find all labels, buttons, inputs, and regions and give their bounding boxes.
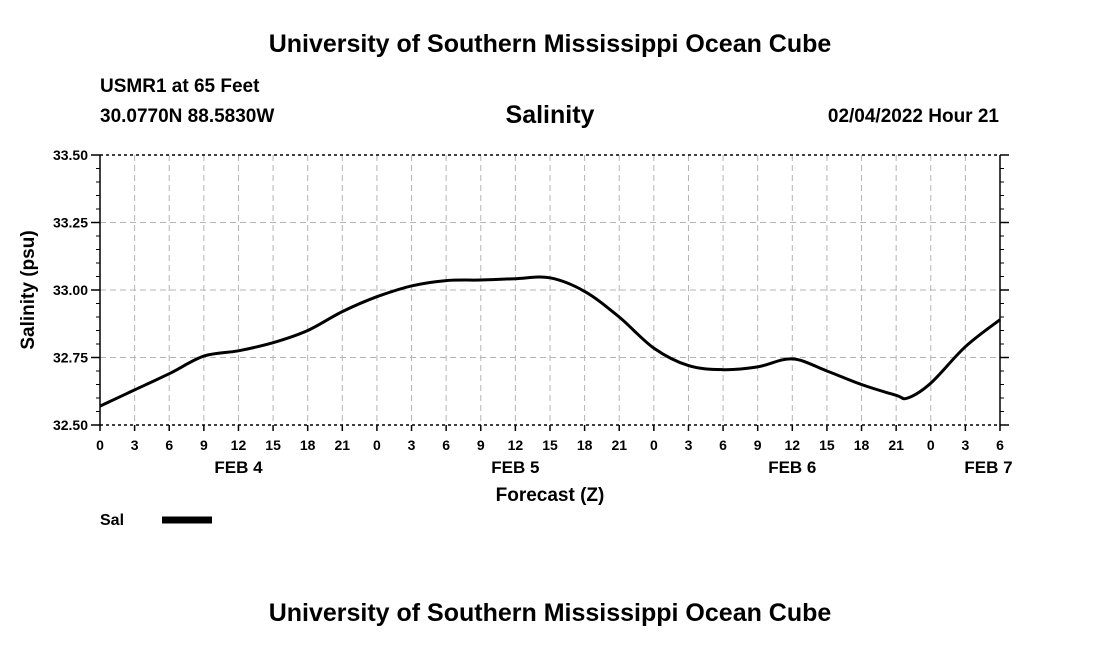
y-tick-label: 33.25 bbox=[53, 215, 88, 231]
legend-label: Sal bbox=[100, 512, 124, 529]
x-tick-label: 6 bbox=[165, 437, 173, 453]
x-tick-label: 21 bbox=[888, 437, 904, 453]
x-axis-label: Forecast (Z) bbox=[496, 485, 605, 506]
x-tick-label: 3 bbox=[685, 437, 693, 453]
x-tick-label: 21 bbox=[611, 437, 627, 453]
chart-title: Salinity bbox=[505, 101, 595, 129]
station-coordinates: 30.0770N 88.5830W bbox=[100, 106, 275, 127]
station-label: USMR1 at 65 Feet bbox=[100, 76, 260, 97]
x-tick-label: 18 bbox=[577, 437, 593, 453]
x-tick-label: 6 bbox=[442, 437, 450, 453]
x-tick-label: 9 bbox=[477, 437, 485, 453]
y-axis-label: Salinity (psu) bbox=[18, 230, 39, 349]
y-tick-label: 33.50 bbox=[53, 147, 88, 163]
x-tick-label: 15 bbox=[819, 437, 835, 453]
day-label: FEB 7 bbox=[964, 458, 1012, 477]
day-label: FEB 4 bbox=[214, 458, 263, 477]
x-tick-label: 15 bbox=[542, 437, 558, 453]
x-tick-label: 0 bbox=[650, 437, 658, 453]
y-tick-label: 32.75 bbox=[53, 350, 88, 366]
day-label: FEB 6 bbox=[768, 458, 816, 477]
x-tick-label: 12 bbox=[231, 437, 247, 453]
x-tick-label: 9 bbox=[754, 437, 762, 453]
x-tick-label: 15 bbox=[265, 437, 281, 453]
x-tick-label: 0 bbox=[96, 437, 104, 453]
y-tick-label: 33.00 bbox=[53, 282, 88, 298]
x-tick-label: 3 bbox=[961, 437, 969, 453]
footer-title: University of Southern Mississippi Ocean… bbox=[268, 599, 832, 627]
x-tick-label: 6 bbox=[996, 437, 1004, 453]
x-tick-label: 6 bbox=[719, 437, 727, 453]
x-tick-label: 3 bbox=[408, 437, 416, 453]
x-tick-label: 18 bbox=[300, 437, 316, 453]
x-tick-label: 0 bbox=[373, 437, 381, 453]
forecast-datestamp: 02/04/2022 Hour 21 bbox=[827, 106, 999, 127]
y-tick-label: 32.50 bbox=[53, 417, 88, 433]
x-tick-label: 12 bbox=[508, 437, 524, 453]
x-tick-label: 18 bbox=[854, 437, 870, 453]
series-line-sal bbox=[99, 275, 1001, 408]
day-label: FEB 5 bbox=[491, 458, 539, 477]
x-tick-label: 12 bbox=[785, 437, 801, 453]
x-tick-label: 3 bbox=[131, 437, 139, 453]
x-tick-label: 0 bbox=[927, 437, 935, 453]
page-title: University of Southern Mississippi Ocean… bbox=[268, 30, 832, 58]
x-tick-label: 9 bbox=[200, 437, 208, 453]
x-tick-label: 21 bbox=[335, 437, 351, 453]
